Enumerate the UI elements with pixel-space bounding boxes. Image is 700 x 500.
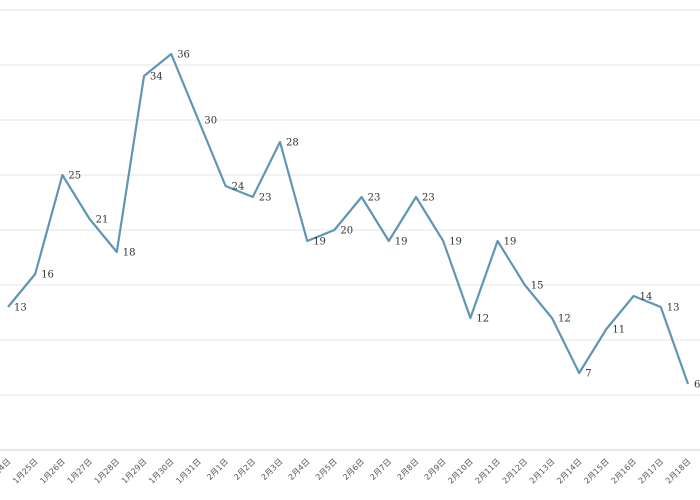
data-label: 13 (667, 303, 680, 314)
data-label: 34 (150, 72, 163, 83)
x-tick-label: 2月5日 (314, 457, 339, 482)
x-tick-label: 2月14日 (555, 457, 583, 485)
data-label: 19 (449, 237, 462, 248)
data-label: 23 (259, 193, 272, 204)
x-tick-label: 1月27日 (66, 457, 94, 485)
data-label: 14 (640, 292, 653, 303)
x-tick-label: 2月12日 (501, 457, 529, 485)
data-label: 12 (476, 314, 489, 325)
x-tick-label: 2月4日 (287, 457, 312, 482)
data-label: 28 (286, 138, 299, 149)
data-label: 11 (612, 325, 625, 336)
x-tick-label: 1月29日 (120, 457, 148, 485)
data-label: 21 (96, 215, 109, 226)
x-tick-label: 1月24日 (0, 457, 12, 485)
x-tick-label: 2月17日 (637, 457, 665, 485)
x-tick-label: 2月9日 (423, 457, 448, 482)
data-label: 15 (531, 281, 544, 292)
x-tick-label: 2月15日 (582, 457, 610, 485)
data-label: 24 (232, 182, 245, 193)
data-label: 6 (694, 380, 700, 391)
data-label: 12 (558, 314, 571, 325)
x-tick-label: 2月10日 (446, 457, 474, 485)
data-label: 7 (585, 369, 591, 380)
data-label: 19 (504, 237, 517, 248)
x-tick-label: 2月7日 (368, 457, 393, 482)
x-tick-label: 1月28日 (93, 457, 121, 485)
x-tick-label: 2月2日 (232, 457, 257, 482)
data-label: 19 (395, 237, 408, 248)
x-tick-label: 2月18日 (664, 457, 692, 485)
x-tick-label: 2月1日 (205, 457, 230, 482)
data-label: 13 (14, 303, 27, 314)
data-label: 16 (41, 270, 54, 281)
x-tick-label: 2月3日 (260, 457, 285, 482)
data-line (7, 52, 690, 385)
data-label: 18 (123, 248, 136, 259)
data-label: 19 (313, 237, 326, 248)
data-label: 23 (422, 193, 435, 204)
x-tick-label: 2月13日 (528, 457, 556, 485)
x-tick-label: 1月31日 (174, 457, 202, 485)
data-label: 30 (204, 116, 217, 127)
x-tick-label: 1月25日 (11, 457, 39, 485)
x-tick-label: 2月6日 (341, 457, 366, 482)
data-label: 23 (368, 193, 381, 204)
x-tick-label: 2月16日 (610, 457, 638, 485)
data-label: 20 (340, 226, 353, 237)
x-tick-label: 1月30日 (147, 457, 175, 485)
data-label: 25 (68, 171, 81, 182)
data-label: 36 (177, 50, 190, 61)
x-tick-label: 2月11日 (474, 457, 502, 485)
x-tick-label: 1月26日 (38, 457, 66, 485)
x-tick-label: 2月8日 (396, 457, 421, 482)
